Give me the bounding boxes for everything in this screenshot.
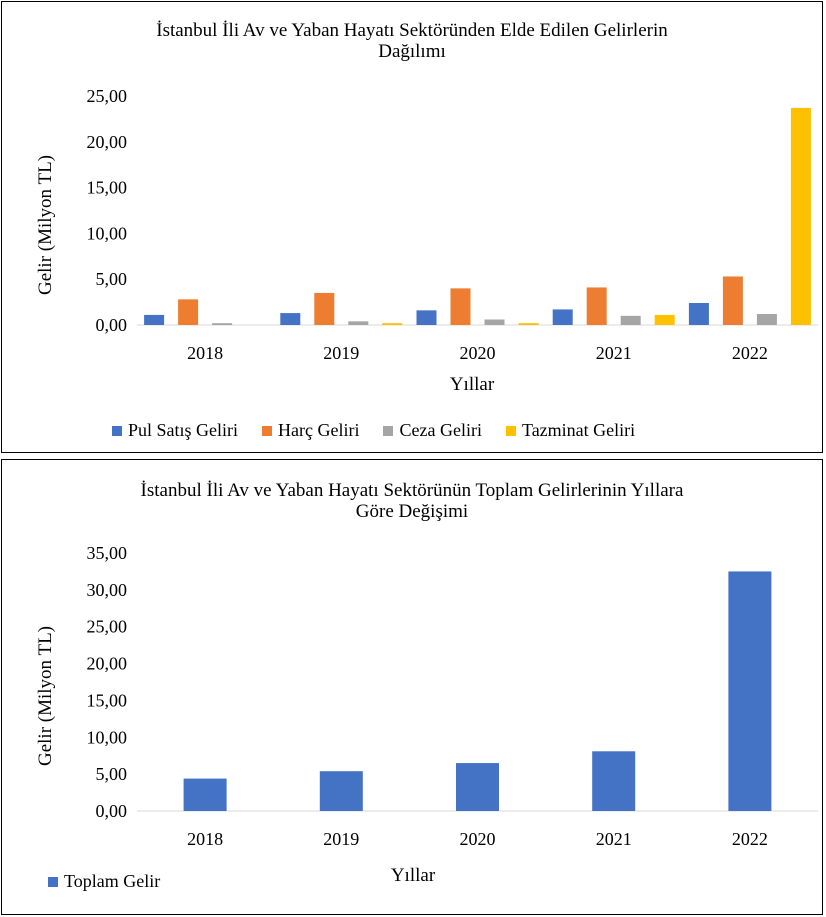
chart-panel-total: İstanbul İli Av ve Yaban Hayatı Sektörün… xyxy=(1,459,823,915)
bar xyxy=(456,763,499,811)
bar xyxy=(280,313,301,325)
x-tick-label: 2019 xyxy=(323,343,359,363)
x-tick-label: 2021 xyxy=(596,829,632,849)
bar xyxy=(790,107,811,326)
bar xyxy=(319,771,363,811)
bar xyxy=(586,287,607,325)
legend-swatch xyxy=(112,425,122,436)
x-tick-label: 2020 xyxy=(460,343,496,363)
x-tick-label: 2020 xyxy=(460,829,496,849)
legend-swatch xyxy=(48,876,58,887)
bar xyxy=(450,288,471,325)
legend-label: Pul Satış Geliri xyxy=(128,420,239,440)
bar xyxy=(756,314,777,325)
legend-label: Ceza Geliri xyxy=(399,420,482,440)
chart-legend: Pul Satış Geliri Harç Geliri Ceza Geliri Ta… xyxy=(112,420,635,441)
legend-item: Pul Satış Geliri xyxy=(112,420,238,441)
chart-title-line-1: İstanbul İli Av ve Yaban Hayatı Sektörün… xyxy=(156,20,668,41)
bar xyxy=(178,299,199,325)
bar-chart-total: 0,00 5,00 10,00 15,00 20,00 25,00 30,00 35,00 20… xyxy=(87,543,818,849)
chart-title-line-2: Göre Değişimi xyxy=(355,501,469,522)
y-tick-label: 25,00 xyxy=(87,86,128,106)
bar xyxy=(212,323,233,325)
bar xyxy=(416,310,437,325)
bar xyxy=(183,778,227,811)
legend-item: Ceza Geliri xyxy=(383,420,482,441)
legend-item: Tazminat Geliri xyxy=(505,420,636,441)
y-tick-label: 5,00 xyxy=(96,764,128,784)
bar xyxy=(728,571,772,811)
bar xyxy=(688,303,709,325)
chart-title: İstanbul İli Av ve Yaban Hayatı Sektörün… xyxy=(2,20,822,62)
bar xyxy=(382,323,403,325)
y-tick-label: 30,00 xyxy=(87,580,128,600)
legend-swatch xyxy=(262,425,273,436)
x-axis-label: Yıllar xyxy=(449,374,495,395)
legend-item: Harç Geliri xyxy=(262,420,359,441)
y-tick-label: 0,00 xyxy=(96,315,128,335)
y-tick-label: 5,00 xyxy=(96,269,128,289)
legend-label: Toplam Gelir xyxy=(64,871,161,891)
y-tick-label: 15,00 xyxy=(87,690,128,710)
bar xyxy=(722,276,743,325)
legend-item: Toplam Gelir xyxy=(48,871,160,892)
x-tick-label: 2019 xyxy=(323,829,359,849)
bar xyxy=(552,309,573,325)
legend-swatch xyxy=(505,425,516,436)
y-tick-label: 15,00 xyxy=(87,178,128,198)
x-tick-label: 2022 xyxy=(732,829,768,849)
legend-swatch xyxy=(383,425,394,436)
legend-label: Harç Geliri xyxy=(278,420,360,440)
legend-label: Tazminat Geliri xyxy=(521,420,636,440)
x-tick-label: 2022 xyxy=(732,343,768,363)
y-tick-label: 25,00 xyxy=(87,617,128,637)
x-tick-label: 2021 xyxy=(596,343,632,363)
x-tick-label: 2018 xyxy=(187,343,223,363)
chart-title-line-2: Dağılımı xyxy=(378,41,446,62)
bar xyxy=(144,314,165,325)
bar xyxy=(592,751,636,811)
y-tick-label: 20,00 xyxy=(87,654,128,674)
y-tick-label: 10,00 xyxy=(87,223,128,243)
chart-legend: Toplam Gelir xyxy=(48,871,160,892)
bar xyxy=(484,319,505,325)
y-tick-label: 20,00 xyxy=(87,132,128,152)
bar xyxy=(654,314,675,325)
bar-chart-distribution: 0,00 5,00 10,00 15,00 20,00 25,00 2018 2019 2020… xyxy=(87,86,818,363)
bar xyxy=(518,323,539,325)
bar xyxy=(620,315,641,325)
y-tick-label: 10,00 xyxy=(87,727,128,747)
chart-title: İstanbul İli Av ve Yaban Hayatı Sektörün… xyxy=(2,480,822,522)
chart-title-line-1: İstanbul İli Av ve Yaban Hayatı Sektörün… xyxy=(140,480,684,501)
x-tick-label: 2018 xyxy=(187,829,223,849)
x-axis-label: Yıllar xyxy=(390,865,436,886)
chart-panel-distribution: İstanbul İli Av ve Yaban Hayatı Sektörün… xyxy=(1,1,823,453)
bar xyxy=(314,292,335,325)
y-tick-label: 35,00 xyxy=(87,543,128,563)
bar xyxy=(348,321,369,325)
y-tick-label: 0,00 xyxy=(96,801,128,821)
